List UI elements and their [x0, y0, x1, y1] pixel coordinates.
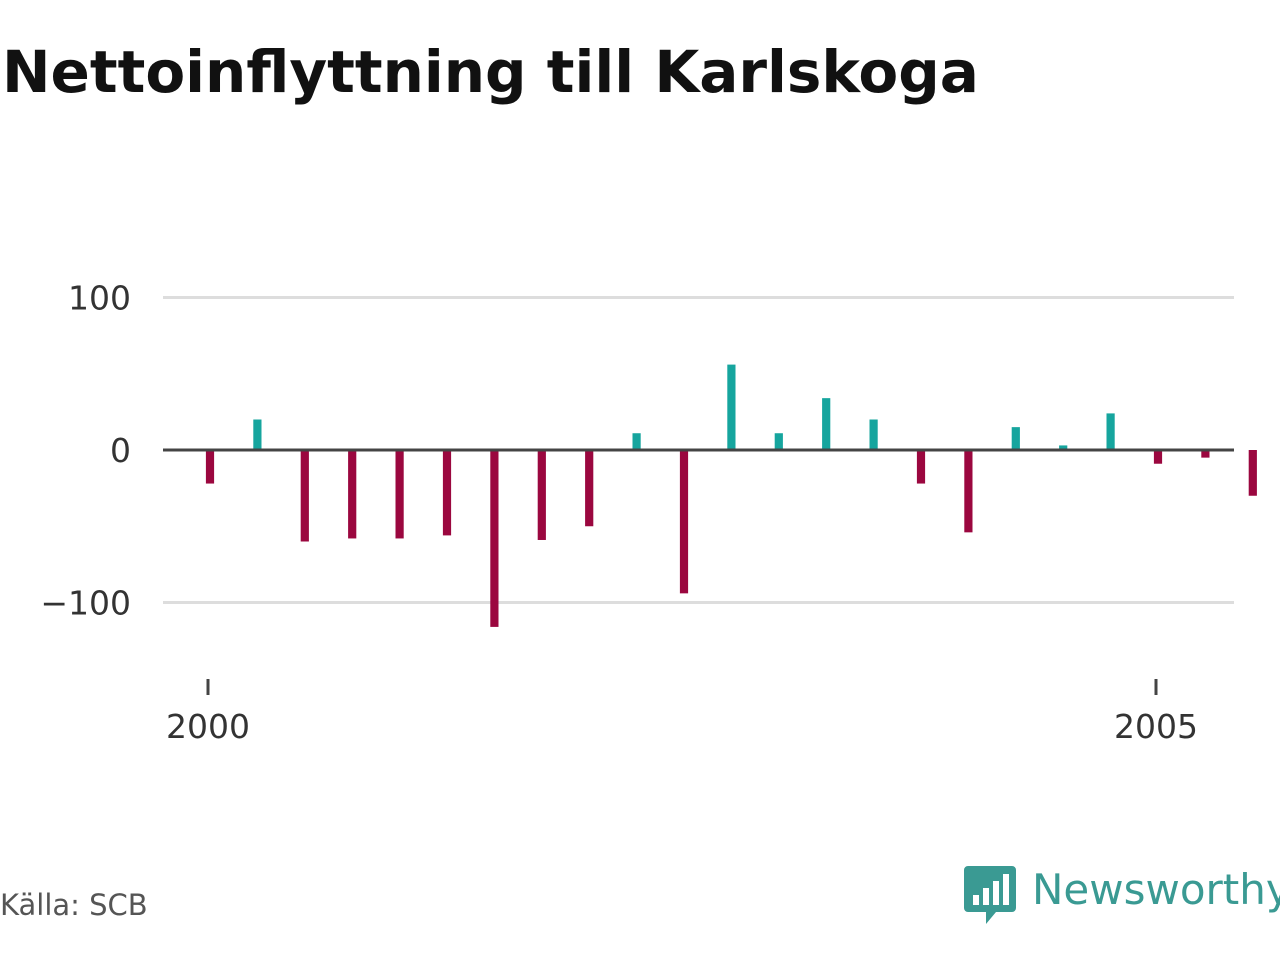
bars: [205, 364, 1257, 627]
x-tick-label: 2005: [1114, 707, 1198, 746]
y-tick-label: −100: [40, 584, 131, 623]
bar: [300, 450, 309, 542]
bar: [253, 419, 262, 450]
y-axis-labels: −100 0 100: [40, 279, 131, 623]
bar: [1011, 427, 1020, 451]
bar: [727, 364, 736, 450]
bar: [822, 398, 831, 450]
bar: [205, 450, 215, 484]
newsworthy-logo: Newsworthy: [964, 864, 1280, 928]
bar: [395, 450, 404, 539]
bar: [1059, 445, 1068, 450]
bar: [774, 433, 783, 450]
bar: [1153, 450, 1163, 464]
bar: [537, 450, 546, 540]
x-tick-label: 2000: [166, 707, 250, 746]
bar: [869, 419, 878, 450]
bar: [348, 450, 357, 539]
x-axis: 200020052010201520202025: [166, 679, 1198, 746]
bar: [679, 450, 689, 594]
source-note: Källa: SCB: [0, 888, 148, 922]
bar: [632, 433, 641, 450]
newsworthy-logo-text: Newsworthy: [1032, 865, 1280, 914]
bar: [490, 450, 499, 627]
chart-title: Nettoinflyttning till Karlskoga: [2, 38, 979, 106]
newsworthy-logo-icon: [964, 866, 1016, 924]
y-tick-label: 100: [68, 279, 131, 318]
bar: [1201, 450, 1210, 458]
bar: [585, 450, 594, 527]
bar: [916, 450, 926, 484]
y-tick-label: 0: [110, 431, 131, 470]
bar: [1106, 413, 1115, 450]
bar: [1248, 450, 1257, 496]
bar: [442, 450, 452, 536]
gridlines: [163, 296, 1234, 604]
bar: [964, 450, 973, 533]
